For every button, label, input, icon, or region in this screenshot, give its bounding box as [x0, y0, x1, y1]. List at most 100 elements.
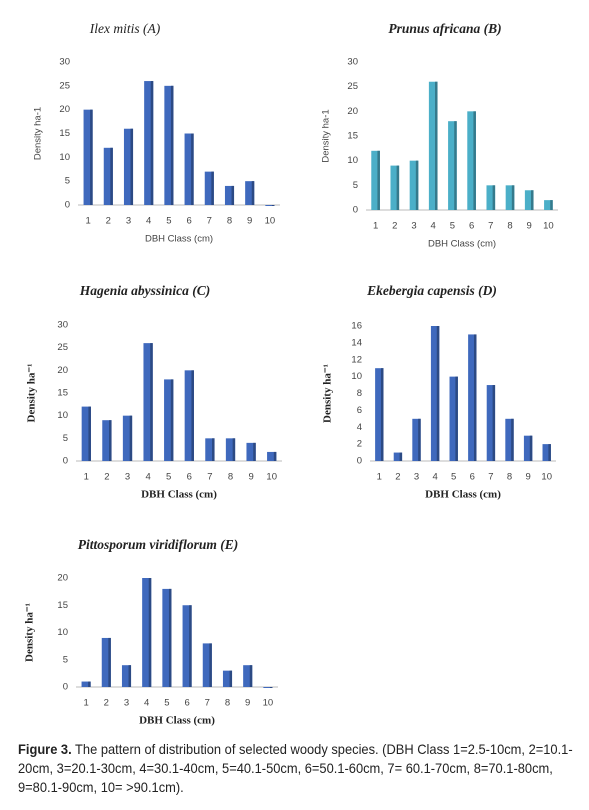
- x-tick-label: 2: [104, 698, 109, 709]
- x-tick-label: 7: [205, 698, 210, 709]
- bar-side: [148, 578, 152, 687]
- y-tick-label: 4: [357, 422, 362, 433]
- bar-side: [492, 185, 496, 210]
- bar-side: [418, 418, 421, 461]
- x-tick-label: 1: [84, 472, 89, 483]
- x-tick-label: 5: [166, 216, 171, 227]
- x-tick-label: 8: [225, 698, 230, 709]
- bar: [486, 185, 496, 210]
- y-tick-label: 8: [357, 388, 362, 399]
- x-tick-label: 6: [186, 216, 191, 227]
- bar-side: [435, 81, 438, 210]
- bar: [486, 385, 496, 461]
- bar-side: [531, 190, 534, 210]
- x-axis-label: DBH Class (cm): [139, 715, 215, 727]
- x-tick-label: 4: [146, 216, 151, 227]
- bar: [267, 451, 277, 461]
- x-axis-label: DBH Class (cm): [425, 489, 501, 501]
- bar-side: [128, 665, 132, 687]
- bar-side: [232, 438, 236, 461]
- bar-side: [229, 670, 233, 687]
- bar-side: [251, 181, 255, 205]
- x-tick-label: 10: [541, 472, 552, 483]
- bar-side: [396, 165, 400, 210]
- bar: [412, 418, 421, 461]
- y-tick-label: 10: [59, 152, 70, 163]
- bar-side: [269, 687, 273, 688]
- bar-side: [108, 637, 111, 687]
- bar: [224, 185, 235, 205]
- bar: [184, 133, 194, 205]
- x-tick-label: 5: [166, 472, 171, 483]
- caption-label: Figure 3.: [18, 741, 72, 757]
- bar-side: [191, 370, 194, 461]
- bar: [265, 205, 275, 206]
- x-tick-label: 7: [207, 472, 212, 483]
- x-tick-label: 3: [411, 221, 416, 232]
- x-tick-label: 5: [451, 472, 456, 483]
- x-tick-label: 6: [187, 472, 192, 483]
- x-axis-label: DBH Class (cm): [141, 489, 217, 501]
- bar-side: [170, 85, 174, 205]
- bar-side: [454, 121, 457, 210]
- y-tick-label: 5: [63, 654, 68, 665]
- bar-side: [492, 385, 496, 461]
- bar: [222, 670, 233, 687]
- x-tick-label: 6: [470, 472, 475, 483]
- x-tick-label: 4: [145, 472, 150, 483]
- y-tick-label: 10: [351, 371, 362, 382]
- y-tick-label: 25: [57, 342, 68, 353]
- y-tick-label: 30: [59, 57, 70, 68]
- bar-side: [271, 205, 275, 206]
- bar: [225, 438, 236, 461]
- x-tick-label: 8: [507, 221, 512, 232]
- chart-title: Prunus africana (B): [388, 21, 501, 36]
- bar: [102, 420, 112, 461]
- y-tick-label: 0: [353, 205, 358, 216]
- bar: [204, 171, 214, 205]
- x-tick-label: 5: [450, 221, 455, 232]
- bar-side: [130, 128, 134, 205]
- x-tick-label: 2: [395, 472, 400, 483]
- bar-side: [150, 81, 154, 205]
- x-tick-label: 2: [106, 216, 111, 227]
- bar-side: [529, 435, 533, 461]
- bar-side: [170, 379, 174, 461]
- y-tick-label: 10: [57, 627, 68, 638]
- bar: [523, 435, 533, 461]
- bar: [123, 128, 134, 205]
- bar-side: [548, 444, 551, 461]
- y-tick-label: 20: [57, 365, 68, 376]
- bar-side: [511, 185, 515, 210]
- x-tick-label: 7: [207, 216, 212, 227]
- chart-title: Pittosporum viridiflorum (E): [78, 537, 239, 552]
- bar-side: [473, 111, 476, 210]
- bar: [505, 185, 515, 210]
- bar: [246, 442, 256, 461]
- x-tick-label: 3: [414, 472, 419, 483]
- bar: [409, 160, 419, 210]
- y-tick-label: 20: [57, 573, 68, 584]
- y-tick-label: 10: [347, 155, 358, 166]
- x-tick-label: 3: [125, 472, 130, 483]
- x-tick-label: 4: [431, 221, 436, 232]
- y-axis-label: Density ha⁻¹: [322, 364, 334, 423]
- bar: [202, 643, 212, 687]
- y-tick-label: 15: [57, 600, 68, 611]
- y-tick-label: 10: [57, 410, 68, 421]
- bar: [467, 111, 476, 210]
- bar: [162, 588, 172, 687]
- bar: [81, 406, 91, 461]
- bar: [245, 181, 255, 205]
- x-tick-label: 2: [104, 472, 109, 483]
- bar-side: [109, 420, 112, 461]
- x-tick-label: 8: [227, 216, 232, 227]
- bar-side: [168, 588, 172, 687]
- y-tick-label: 15: [347, 131, 358, 142]
- x-tick-label: 3: [124, 698, 129, 709]
- bar: [164, 85, 174, 205]
- bar-side: [212, 438, 215, 461]
- x-tick-label: 1: [85, 216, 90, 227]
- y-tick-label: 25: [59, 80, 70, 91]
- x-tick-label: 1: [83, 698, 88, 709]
